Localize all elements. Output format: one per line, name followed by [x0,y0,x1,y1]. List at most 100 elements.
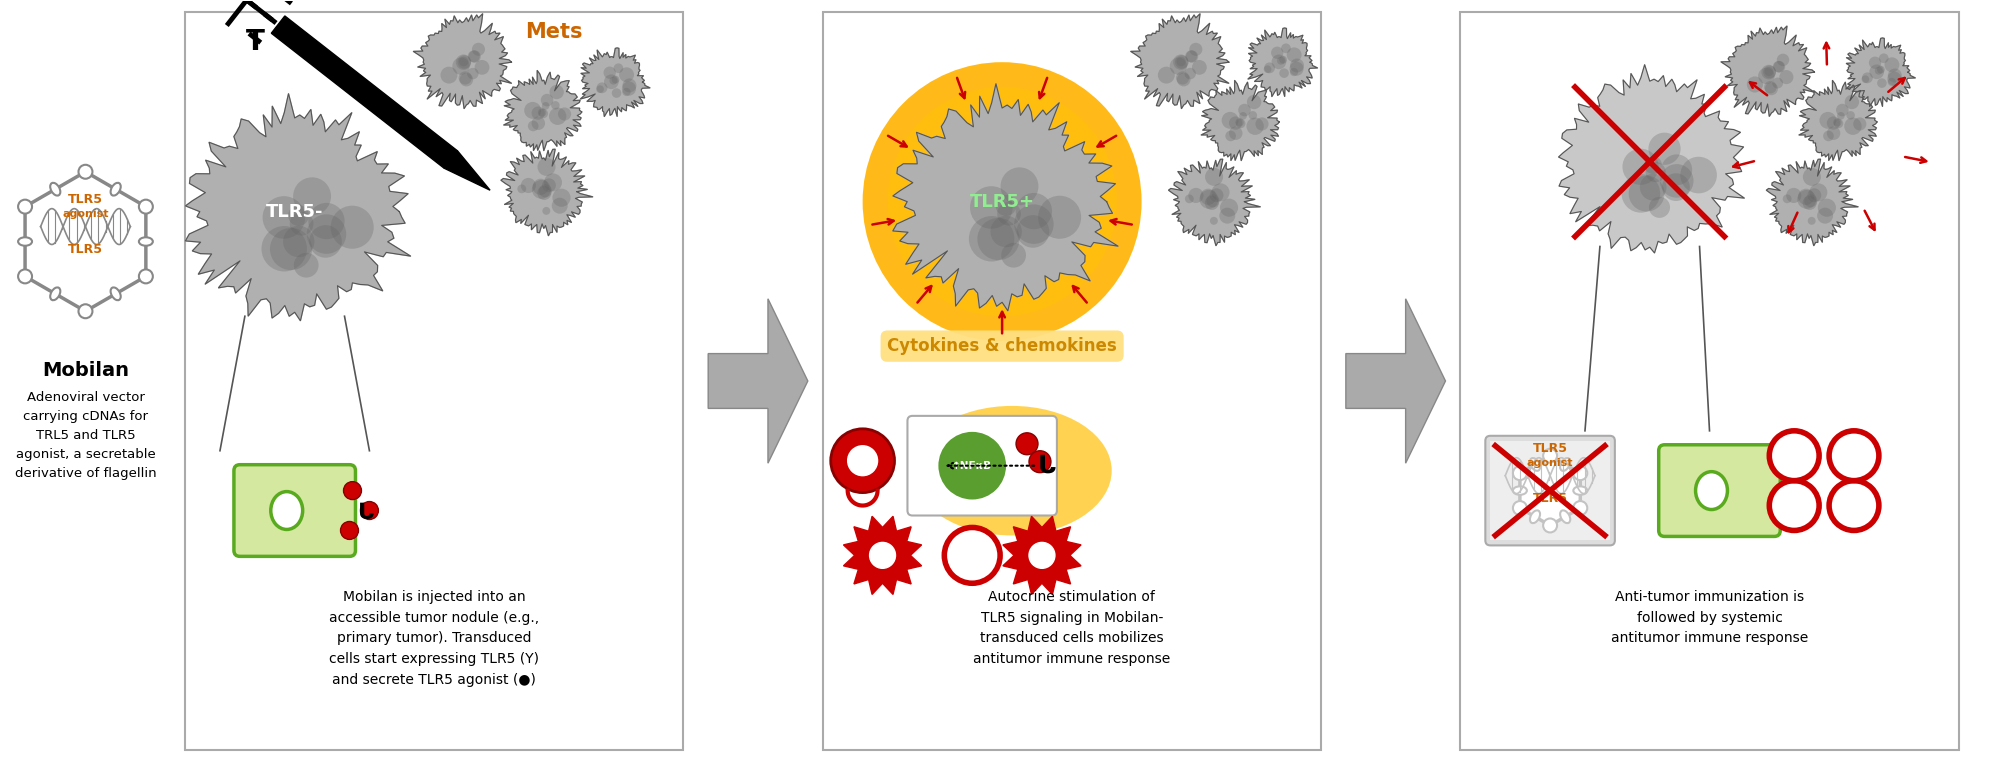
Text: Cytokines & chemokines: Cytokines & chemokines [888,337,1116,355]
Circle shape [538,108,546,116]
Circle shape [18,199,32,214]
Circle shape [1264,62,1274,73]
Circle shape [1824,131,1834,142]
Circle shape [1862,75,1870,83]
Circle shape [938,431,1008,501]
Circle shape [520,178,536,193]
Circle shape [468,68,478,79]
Circle shape [262,196,306,239]
Circle shape [1248,111,1258,119]
Circle shape [1016,433,1038,455]
Text: TLR5+: TLR5+ [970,193,1034,211]
Text: Anti-tumor immunization is
followed by systemic
antitumor immune response: Anti-tumor immunization is followed by s… [1610,591,1808,645]
Circle shape [1186,50,1198,62]
Circle shape [1220,208,1236,224]
Circle shape [456,55,472,70]
FancyBboxPatch shape [1486,436,1614,546]
Polygon shape [1766,159,1858,246]
Circle shape [1868,56,1882,69]
Circle shape [540,94,554,107]
Circle shape [830,428,894,492]
Circle shape [1628,176,1664,212]
Circle shape [622,81,636,96]
Circle shape [1820,112,1836,129]
Circle shape [1222,112,1238,129]
Circle shape [78,165,92,179]
Circle shape [870,543,896,568]
Circle shape [1844,117,1862,135]
Polygon shape [1248,28,1318,97]
Circle shape [1158,67,1174,84]
Circle shape [1282,43,1290,53]
Circle shape [1190,43,1202,56]
Circle shape [610,77,618,84]
Circle shape [538,186,552,200]
Circle shape [1230,126,1242,140]
Circle shape [1830,481,1878,530]
Circle shape [1038,196,1082,239]
Circle shape [460,73,474,87]
Circle shape [1212,183,1230,202]
Circle shape [1280,68,1288,78]
Circle shape [1512,466,1526,480]
Text: Adenoviral vector
carrying cDNAs for
TRL5 and TLR5
agonist, a secretable
derivat: Adenoviral vector carrying cDNAs for TRL… [14,391,156,480]
Circle shape [996,195,1016,216]
Ellipse shape [50,183,60,196]
Circle shape [1200,189,1216,205]
Circle shape [458,72,472,84]
Polygon shape [580,48,650,116]
Circle shape [1176,57,1186,66]
Circle shape [1236,118,1244,126]
Circle shape [532,180,550,199]
Circle shape [284,226,314,257]
Circle shape [1264,65,1272,73]
Circle shape [1544,449,1558,463]
Circle shape [1016,193,1052,229]
Circle shape [1680,157,1716,193]
FancyArrow shape [1346,299,1446,463]
Circle shape [1808,188,1822,202]
Text: T: T [246,28,264,56]
Circle shape [1818,199,1836,217]
Circle shape [1826,116,1840,129]
Circle shape [138,199,152,214]
Circle shape [1246,95,1262,109]
Circle shape [528,121,538,132]
Circle shape [612,75,620,84]
Circle shape [1846,111,1854,119]
Circle shape [1230,116,1242,129]
Circle shape [1758,68,1774,84]
Circle shape [468,50,480,62]
Circle shape [552,101,560,110]
Circle shape [294,177,332,215]
FancyBboxPatch shape [908,416,1056,515]
Circle shape [1000,167,1038,205]
Circle shape [1764,82,1778,95]
Circle shape [538,158,556,176]
Polygon shape [504,71,582,151]
Circle shape [1884,57,1900,72]
Circle shape [1184,68,1196,79]
Circle shape [532,116,546,130]
Circle shape [1660,164,1694,198]
Circle shape [1764,67,1774,76]
Circle shape [1256,117,1268,131]
Circle shape [1174,55,1188,70]
Circle shape [978,218,1020,260]
Polygon shape [26,172,146,311]
Circle shape [1640,174,1666,201]
Circle shape [1174,55,1188,68]
Circle shape [310,225,342,258]
Polygon shape [844,516,922,594]
Circle shape [532,179,548,195]
Circle shape [474,60,490,75]
Polygon shape [892,84,1118,310]
Ellipse shape [1530,458,1540,471]
Polygon shape [500,149,592,236]
Polygon shape [1202,81,1280,161]
Circle shape [360,501,378,520]
Circle shape [552,189,570,207]
Circle shape [1276,57,1284,65]
Circle shape [1844,95,1860,109]
FancyBboxPatch shape [234,465,356,556]
